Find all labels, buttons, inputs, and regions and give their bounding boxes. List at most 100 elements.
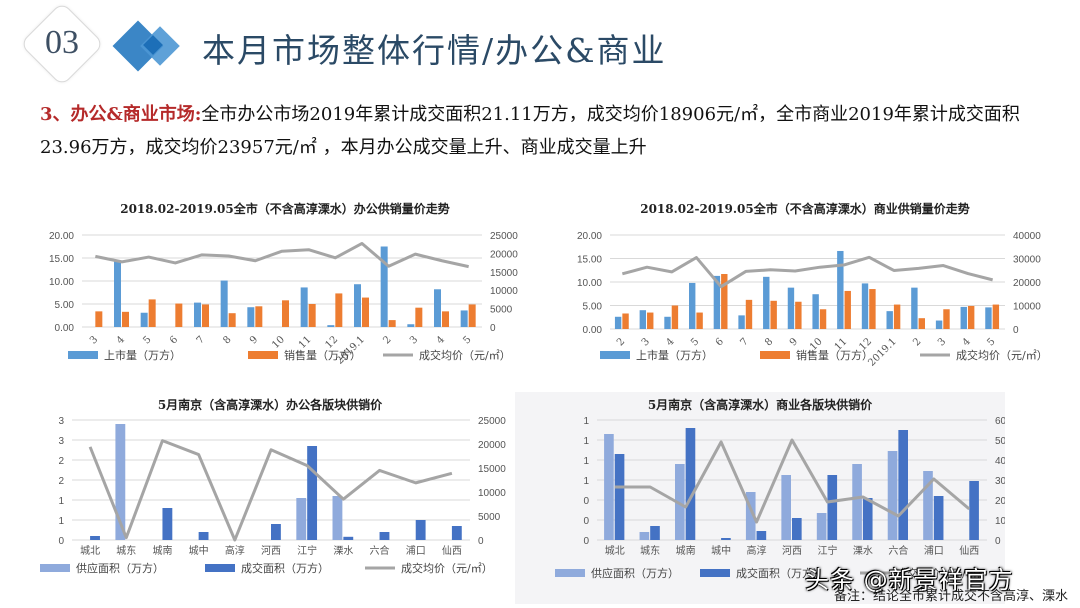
bar	[327, 325, 335, 327]
bar	[335, 293, 343, 327]
bar	[307, 446, 318, 540]
bar	[713, 275, 721, 329]
office-district-chart: 5月南京（含高淳溧水）办公各版块供销价 0 1 1 2 2 3 3 0 5000 10000 150…	[30, 392, 510, 588]
bar	[819, 309, 827, 329]
svg-text:0.00: 0.00	[55, 323, 75, 334]
svg-text:0: 0	[1013, 325, 1019, 336]
svg-text:10000: 10000	[995, 516, 1005, 527]
svg-text:5: 5	[141, 334, 153, 346]
bar	[202, 304, 209, 327]
bar	[943, 309, 950, 329]
bar	[844, 290, 851, 329]
bar	[434, 289, 441, 327]
bar	[689, 282, 696, 329]
svg-text:4: 4	[115, 334, 127, 346]
svg-text:销售量（万方）: 销售量（万方）	[796, 348, 873, 362]
bar	[604, 434, 614, 540]
svg-text:10000: 10000	[1013, 302, 1041, 313]
svg-text:5000: 5000	[478, 512, 501, 523]
svg-text:5.00: 5.00	[55, 300, 75, 311]
svg-text:成交均价（元/㎡）: 成交均价（元/㎡）	[419, 348, 511, 362]
bar	[639, 310, 647, 329]
bar	[827, 475, 838, 540]
svg-text:2: 2	[58, 476, 64, 487]
bar	[969, 481, 979, 540]
svg-text:10000: 10000	[478, 488, 506, 499]
svg-text:3: 3	[58, 416, 64, 427]
svg-text:0.00: 0.00	[583, 325, 603, 336]
bar	[647, 312, 654, 329]
svg-text:15.00: 15.00	[577, 255, 602, 266]
svg-text:7: 7	[738, 336, 750, 348]
svg-text:2: 2	[615, 336, 627, 348]
bar	[639, 532, 650, 540]
svg-text:仙西: 仙西	[442, 544, 462, 557]
svg-text:20000: 20000	[995, 496, 1005, 507]
svg-text:成交均价（元/㎡）: 成交均价（元/㎡）	[956, 348, 1048, 362]
svg-text:江宁: 江宁	[297, 544, 317, 557]
svg-text:30000: 30000	[995, 476, 1005, 487]
svg-text:供应面积（万方）: 供应面积（万方）	[591, 566, 679, 580]
svg-text:1: 1	[583, 456, 589, 467]
svg-text:60000: 60000	[995, 416, 1005, 427]
svg-text:5: 5	[689, 336, 701, 348]
bar	[792, 518, 802, 540]
svg-text:成交面积（万方）: 成交面积（万方）	[736, 566, 824, 580]
svg-text:1: 1	[58, 516, 64, 527]
diamond-decoration-icon	[112, 20, 192, 80]
bar	[343, 536, 354, 540]
svg-text:六合: 六合	[370, 544, 390, 557]
bar	[869, 289, 876, 329]
svg-text:0: 0	[478, 536, 484, 547]
bar	[220, 280, 228, 327]
svg-text:5000: 5000	[490, 305, 513, 316]
bar	[271, 524, 281, 540]
bar	[362, 297, 369, 327]
svg-text:5.00: 5.00	[583, 302, 603, 313]
bar	[122, 311, 129, 327]
bar	[622, 313, 629, 329]
bar	[460, 310, 468, 327]
bar	[671, 305, 679, 329]
svg-text:20000: 20000	[1013, 278, 1041, 289]
svg-text:0: 0	[995, 536, 1001, 547]
bar	[415, 307, 423, 327]
bar	[721, 538, 731, 540]
bar	[468, 304, 476, 327]
bar	[664, 316, 671, 329]
bar	[194, 302, 201, 327]
bar	[148, 299, 156, 327]
bar	[300, 287, 308, 327]
summary-paragraph: 3、办公&商业市场:全市办公市场2019年累计成交面积21.11万方，成交均价1…	[40, 98, 1060, 164]
bar	[781, 475, 791, 540]
svg-text:15000: 15000	[478, 464, 506, 475]
svg-text:4: 4	[664, 336, 676, 348]
svg-text:河西: 河西	[782, 545, 802, 557]
svg-text:0: 0	[58, 536, 64, 547]
chart-title: 2018.02-2019.05全市（不含高淳溧水）办公供销量价走势	[120, 202, 450, 216]
bar	[816, 513, 827, 540]
commercial-trend-chart: 2018.02-2019.05全市（不含高淳溧水）商业供销量价走势 0.00 5.…	[560, 196, 1050, 382]
bar	[795, 301, 802, 329]
bar	[911, 287, 918, 329]
watermark: 头条 @新景祥官方	[805, 566, 1014, 594]
bar	[812, 294, 819, 329]
footnote: 备注：结论全市累计成交不含高淳、溧水	[833, 589, 1068, 604]
svg-text:50000: 50000	[995, 436, 1005, 447]
bar	[756, 531, 767, 540]
bar	[354, 284, 361, 327]
bar	[442, 311, 449, 327]
svg-text:1: 1	[58, 496, 64, 507]
svg-text:15000: 15000	[490, 268, 518, 279]
svg-text:0: 0	[583, 516, 589, 527]
bar	[745, 492, 756, 540]
svg-text:0: 0	[490, 323, 496, 334]
bar	[862, 498, 873, 540]
bar	[967, 305, 975, 329]
bar	[198, 532, 209, 540]
chart-title: 2018.02-2019.05全市（不含高淳溧水）商业供销量价走势	[640, 202, 970, 216]
bar	[379, 532, 390, 540]
bar	[685, 428, 696, 540]
bar	[787, 287, 795, 329]
svg-text:浦口: 浦口	[924, 544, 944, 557]
